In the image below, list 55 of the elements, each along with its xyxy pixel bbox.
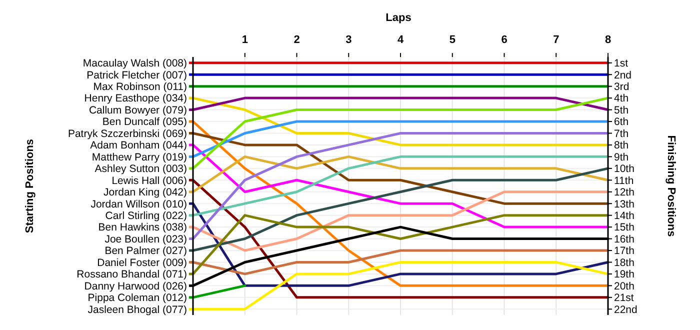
legend-label: Adam Bonham (044) xyxy=(90,140,187,152)
legend-label: Carl Stirling (022) xyxy=(105,210,187,222)
y-tick-label: 6th xyxy=(614,116,629,128)
x-tick-label: 2 xyxy=(294,34,300,46)
y-tick-label: 18th xyxy=(614,256,635,269)
legend-label: Pippa Coleman (012) xyxy=(88,292,187,304)
x-tick-label: 4 xyxy=(397,34,404,46)
y-tick-label: 7th xyxy=(614,128,629,140)
y-tick-label: 17th xyxy=(614,245,635,258)
text: Starting Positions xyxy=(24,138,36,234)
legend-label: Patrick Fletcher (007) xyxy=(86,69,187,82)
y-tick-label: 5th xyxy=(614,104,629,116)
legend-label: Daniel Foster (009) xyxy=(97,256,187,269)
x-tick-label: 3 xyxy=(346,34,352,46)
y-tick-label: 3rd xyxy=(614,80,630,93)
x-tick-label: 1 xyxy=(242,34,248,46)
y-tick-label: 2nd xyxy=(614,69,632,82)
y-tick-label: 19th xyxy=(614,268,635,281)
legend-label: Callum Bowyer (079) xyxy=(88,104,187,116)
y-tick-label: 8th xyxy=(614,140,629,152)
legend-label: Patryk Szczerbinski (069) xyxy=(68,128,187,140)
legend-label: Jordan Willson (010) xyxy=(90,198,187,210)
legend-label: Ashley Sutton (003) xyxy=(94,163,187,176)
x-tick-label: 6 xyxy=(501,34,508,46)
legend-label: Rossano Bhandal (071) xyxy=(76,268,187,281)
legend-label: Ben Hawkins (038) xyxy=(98,222,187,234)
y-tick-label: 20th xyxy=(614,280,635,292)
y-tick-label: 1st xyxy=(614,58,628,70)
legend-label: Jordan King (042) xyxy=(104,186,187,199)
legend-label: Lewis Hall (006) xyxy=(112,174,187,187)
legend-label: Max Robinson (011) xyxy=(93,80,187,93)
x-tick-label: 5 xyxy=(449,34,456,46)
y-tick-label: 12th xyxy=(614,186,635,199)
y-tick-label: 10th xyxy=(614,163,635,176)
legend-label: Ben Duncalf (095) xyxy=(102,116,187,128)
y-axis-title: Finishing Positions xyxy=(665,135,677,237)
y-tick-label: 13th xyxy=(614,198,635,210)
x-tick-label: 7 xyxy=(553,34,560,46)
legend-label: Henry Easthope (034) xyxy=(84,92,187,105)
y-tick-label: 22nd xyxy=(614,304,638,316)
x-axis-title: Laps xyxy=(386,12,412,24)
legend-label: Danny Harwood (026) xyxy=(84,280,187,292)
legend-label: Matthew Parry (019) xyxy=(92,151,187,164)
x-tick-label: 8 xyxy=(604,34,612,46)
y-tick-label: 21st xyxy=(614,292,634,304)
legend-label: Jasleen Bhogal (077) xyxy=(88,304,187,316)
y-tick-label: 9th xyxy=(614,151,629,164)
legend-label: Joe Boullen (023) xyxy=(104,233,187,246)
y-tick-label: 14th xyxy=(614,210,635,222)
y-tick-label: 15th xyxy=(614,222,635,234)
legend-label: Ben Palmer (027) xyxy=(104,245,187,258)
legend-label: Macaulay Walsh (008) xyxy=(82,58,187,70)
y-tick-label: 4th xyxy=(614,92,629,105)
y-tick-label: 11th xyxy=(614,174,634,187)
y-tick-label: 16th xyxy=(614,233,635,246)
